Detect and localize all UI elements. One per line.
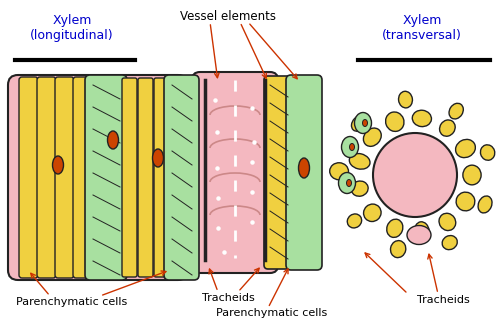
FancyBboxPatch shape [154,78,169,277]
FancyBboxPatch shape [37,77,56,278]
Ellipse shape [152,149,164,167]
Ellipse shape [456,192,475,211]
Ellipse shape [449,103,464,119]
Ellipse shape [354,112,372,133]
Ellipse shape [348,214,362,228]
Text: Tracheids: Tracheids [202,293,254,303]
Ellipse shape [407,226,431,245]
FancyBboxPatch shape [264,76,294,269]
Ellipse shape [442,236,458,250]
Text: Vessel elements: Vessel elements [180,9,276,22]
FancyBboxPatch shape [286,75,322,270]
Ellipse shape [386,112,404,132]
Ellipse shape [330,163,348,180]
FancyBboxPatch shape [192,72,278,273]
Ellipse shape [350,144,354,151]
Ellipse shape [338,172,355,193]
Ellipse shape [390,241,406,258]
Ellipse shape [346,179,352,187]
FancyBboxPatch shape [8,75,188,280]
Text: Parenchymatic cells: Parenchymatic cells [216,308,328,318]
Ellipse shape [456,139,475,158]
Ellipse shape [364,204,381,222]
Ellipse shape [386,219,403,237]
FancyBboxPatch shape [138,78,153,277]
Ellipse shape [350,154,370,169]
Ellipse shape [463,165,481,185]
Text: Tracheids: Tracheids [416,295,470,305]
FancyBboxPatch shape [122,78,137,277]
Ellipse shape [478,196,492,213]
Ellipse shape [414,222,430,241]
Text: Xylem
(transversal): Xylem (transversal) [382,14,462,42]
Ellipse shape [362,120,368,126]
Ellipse shape [351,181,368,196]
FancyBboxPatch shape [19,77,38,278]
Text: Parenchymatic cells: Parenchymatic cells [16,297,128,307]
Ellipse shape [480,145,495,160]
Ellipse shape [412,110,432,127]
FancyBboxPatch shape [85,75,127,280]
Circle shape [373,133,457,217]
Ellipse shape [52,156,64,174]
FancyBboxPatch shape [55,77,74,278]
Ellipse shape [439,213,456,231]
FancyBboxPatch shape [164,75,199,280]
FancyBboxPatch shape [73,77,92,278]
Ellipse shape [352,115,367,131]
Ellipse shape [364,128,382,146]
Ellipse shape [342,136,358,157]
Ellipse shape [440,120,455,136]
Text: Xylem
(longitudinal): Xylem (longitudinal) [30,14,114,42]
Ellipse shape [298,158,310,178]
Ellipse shape [108,131,118,149]
Ellipse shape [398,91,412,108]
